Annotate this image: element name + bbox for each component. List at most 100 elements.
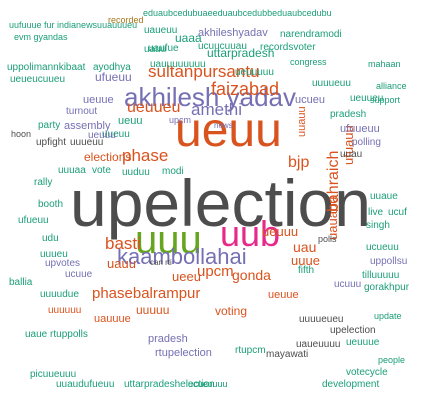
cloud-word: turnout [66,106,98,117]
cloud-word: uauuue [94,313,131,325]
cloud-word: ueueucuueu [10,74,66,85]
cloud-word: ufueuu [18,215,49,226]
cloud-word: polls [318,234,337,244]
cloud-word: people [378,355,406,365]
cloud-word: uaaa [175,31,202,45]
cloud-word: ayodhya [93,62,131,73]
cloud-word: bjp [288,154,310,171]
cloud-word: ufuueuu [340,123,380,135]
cloud-word: uuuuu [136,303,170,317]
cloud-word: phase [122,146,169,165]
cloud-word: uppollsu [370,256,408,267]
cloud-word: recorded [108,15,144,25]
cloud-word: rtupcm [235,345,266,356]
cloud-word: uuau [340,149,363,160]
cloud-word: hoon [11,129,32,139]
cloud-word: uppolimannkibaat [7,62,86,73]
cloud-word: uaueuuuu [296,339,341,350]
cloud-word: ueuuuuu [235,67,274,78]
cloud-word: ucueu [295,94,325,106]
cloud-word: uuueu [40,249,68,260]
cloud-word: sultanpursantu [148,62,260,81]
cloud-word: rtupelection [155,347,212,359]
cloud-word: voting [215,304,248,318]
cloud-word: development [322,379,380,390]
cloud-word: can rti [150,258,172,267]
cloud-word: rally [34,177,53,188]
cloud-word: ucuue [65,269,93,280]
cloud-word: vote [92,165,111,176]
cloud-word: ueuue [83,94,114,106]
cloud-word: uuaudufueuu [56,379,115,390]
cloud-word: uuuaa [58,165,86,176]
cloud-word: ueuueu [350,93,384,104]
cloud-word: narendramodi [280,29,342,40]
cloud-word: uaueuu [144,25,178,36]
cloud-word: live [368,207,384,218]
cloud-word: gorakhpur [364,282,410,293]
cloud-word: ueuueu [127,99,181,116]
cloud-word: party [38,120,61,131]
cloud-word: uuuudue [40,289,79,300]
cloud-word: ueuuue [346,337,380,348]
cloud-word: ueuu [175,104,282,157]
cloud-word: akhileshyadav [198,27,268,39]
cloud-word: ueeu [172,269,201,284]
cloud-word: upelection [70,166,371,240]
cloud-word: upvotes [45,258,81,269]
cloud-word: akhilesh yadav [124,82,296,112]
cloud-word: evm gyandas [14,32,68,42]
cloud-word: udu [42,233,59,244]
cloud-word: ufueuu [95,70,132,84]
cloud-word: update [374,311,402,321]
cloud-word: polling [352,137,381,148]
cloud-word: upelection [330,325,376,336]
cloud-word: phasebalrampur [92,285,201,302]
cloud-word: upcm [169,115,192,125]
cloud-word: faizabad [211,79,280,99]
cloud-word: uuueuu [70,137,104,148]
cloud-word: uaue rtuppolls [25,329,88,340]
cloud-word: recordsvoter [260,42,316,53]
cloud-word: uuuuuu [48,305,82,316]
cloud-word: ueuue [268,289,299,301]
cloud-word: uuue [291,253,320,268]
cloud-word: booth [38,199,64,210]
cloud-word: ucueuu [366,242,399,253]
cloud-word: votecycle [346,367,388,378]
cloud-word: uufuuue fur indianewsuuauuueu [9,20,138,30]
cloud-word: ucuuu [334,279,362,290]
cloud-word: upfight [36,137,67,148]
cloud-word: ballia [9,277,33,288]
cloud-word: uauu [107,256,136,271]
cloud-word: mayawati [266,349,309,360]
cloud-word: kaambollahai [117,244,247,269]
cloud-word: elections [84,150,132,164]
cloud-word: ueuuu [262,224,299,239]
cloud-word: ucuf [388,207,407,218]
cloud-word: tilluuuuu [362,270,400,281]
cloud-word: alliance [376,81,407,91]
cloud-word: uau [293,239,317,255]
cloud-word: uub [220,213,281,254]
cloud-word: support [370,95,401,105]
cloud-word: amethi [191,100,243,119]
cloud-word: basti [105,234,141,253]
cloud-word: uuuueueu [299,314,344,325]
cloud-word: uuuueuu [312,78,351,89]
cloud-word: fifth [298,265,315,276]
cloud-word: uauu [144,44,167,55]
cloud-word: upcm [197,263,234,280]
cloud-word: picuueuuu [30,369,77,380]
cloud-word: eduaubcedubuaeeduaubcedubbeduaubcedubu [143,8,332,18]
cloud-word: uuaue [370,191,398,202]
cloud-word: singh [366,220,390,231]
cloud-word: mahaan [368,59,401,69]
cloud-word: ucueuuuu [188,379,228,389]
cloud-word: modi [162,166,184,177]
cloud-word: uueuu [102,129,130,140]
cloud-word: congress [290,57,327,67]
cloud-word: uuu [135,218,202,262]
cloud-word: uttarpradesh [207,46,275,60]
